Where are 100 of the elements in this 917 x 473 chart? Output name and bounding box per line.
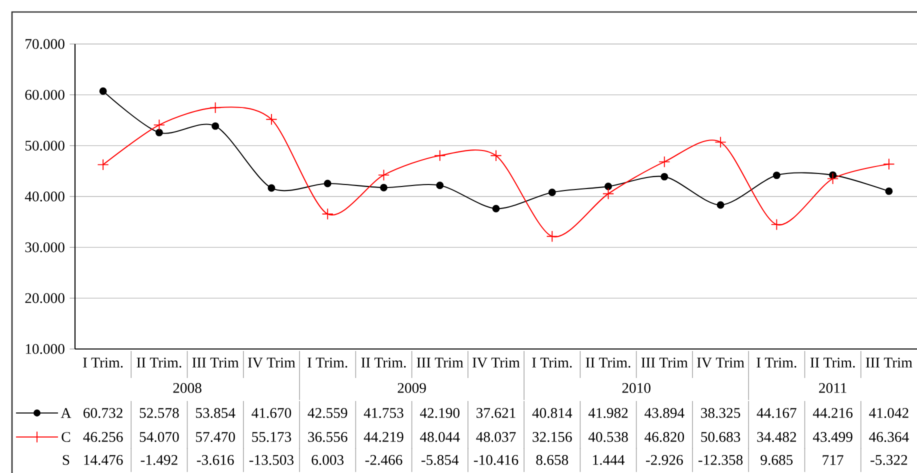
x-tick-label: II Trim. bbox=[136, 358, 182, 368]
text: -2.926 bbox=[646, 455, 683, 465]
point bbox=[268, 184, 276, 192]
data-label: 52.578 bbox=[140, 408, 179, 418]
data-label: 60.732 bbox=[84, 408, 122, 418]
x-tick-label: III Trim bbox=[416, 358, 464, 368]
data-label: 44.167 bbox=[756, 408, 796, 418]
data-label: 54.070 bbox=[140, 432, 179, 442]
x-tick-label: I Trim. bbox=[83, 358, 123, 368]
x-tick-label: II Trim. bbox=[361, 358, 406, 368]
text: S bbox=[62, 455, 70, 465]
data-label: 41.042 bbox=[869, 408, 908, 418]
text: -12.358 bbox=[698, 455, 743, 465]
point bbox=[772, 172, 780, 180]
text: -1.492 bbox=[140, 455, 178, 465]
text: -5.322 bbox=[870, 455, 908, 465]
y-tick-label: 30.000 bbox=[25, 242, 64, 252]
text: 14.476 bbox=[84, 455, 123, 465]
data-label: 38.325 bbox=[701, 408, 740, 418]
data-label: 46.820 bbox=[644, 432, 684, 442]
x-tick-label: I Trim. bbox=[756, 358, 796, 368]
data-label: 41.753 bbox=[364, 408, 404, 418]
data-label: 44.219 bbox=[364, 432, 404, 442]
x-tick-label: III Trim bbox=[641, 358, 688, 368]
point bbox=[714, 136, 726, 148]
point bbox=[324, 180, 332, 188]
point bbox=[266, 114, 278, 126]
point bbox=[602, 188, 614, 200]
point bbox=[885, 187, 893, 195]
x-tick-label: I Trim. bbox=[308, 358, 348, 368]
point bbox=[436, 182, 444, 190]
y-tick-label: 70.000 bbox=[26, 39, 64, 49]
data-label: 48.044 bbox=[420, 432, 460, 442]
point bbox=[490, 150, 502, 162]
text: 2009 bbox=[398, 383, 426, 393]
point bbox=[658, 156, 670, 168]
data-label: 42.190 bbox=[420, 408, 460, 418]
point bbox=[155, 128, 163, 136]
point bbox=[322, 208, 334, 220]
data-label: 48.037 bbox=[476, 432, 516, 442]
text: 6.003 bbox=[312, 455, 344, 465]
point bbox=[210, 102, 222, 114]
point bbox=[660, 172, 668, 180]
point bbox=[716, 201, 724, 209]
data-label: 43.894 bbox=[644, 408, 684, 418]
data-label: 37.621 bbox=[476, 408, 516, 418]
data-label: 42.559 bbox=[308, 408, 348, 418]
text: 2011 bbox=[819, 383, 846, 393]
data-label: 57.470 bbox=[196, 432, 235, 442]
data-label: 55.173 bbox=[252, 432, 292, 442]
point bbox=[770, 218, 782, 230]
data-label: 50.683 bbox=[701, 432, 740, 442]
text: -3.616 bbox=[196, 455, 234, 465]
y-tick-label: 40.000 bbox=[24, 192, 64, 202]
data-label: 41.982 bbox=[588, 408, 628, 418]
text: 717 bbox=[822, 455, 844, 465]
y-tick-label: 50.000 bbox=[25, 140, 64, 151]
point bbox=[380, 184, 388, 192]
point bbox=[153, 119, 166, 131]
x-tick-label: III Trim bbox=[866, 358, 912, 368]
data-label: 46.256 bbox=[83, 432, 123, 442]
data-label: 32.156 bbox=[532, 432, 572, 442]
x-tick-label: II Trim. bbox=[586, 358, 630, 368]
data-label: 40.814 bbox=[532, 408, 572, 418]
text: 2008 bbox=[173, 383, 202, 393]
data-label: 40.538 bbox=[588, 432, 628, 442]
data-label: 43.499 bbox=[812, 432, 852, 442]
y-tick-label: 60.000 bbox=[25, 90, 64, 100]
text: -2.466 bbox=[365, 455, 402, 465]
x-tick-label: IV Trim bbox=[248, 358, 296, 368]
text: 9.685 bbox=[760, 455, 793, 465]
point bbox=[434, 150, 446, 162]
point bbox=[546, 230, 558, 242]
point bbox=[604, 182, 612, 190]
point bbox=[492, 204, 500, 212]
data-label: 44.216 bbox=[812, 408, 853, 418]
point bbox=[883, 158, 895, 170]
point bbox=[378, 169, 390, 181]
point bbox=[827, 172, 839, 185]
x-tick-label: I Trim. bbox=[532, 358, 572, 368]
point bbox=[548, 188, 556, 196]
point bbox=[99, 87, 107, 95]
x-tick-label: III Trim bbox=[192, 358, 239, 368]
x-tick-label: IV Trim bbox=[472, 358, 520, 368]
text: 8.658 bbox=[536, 455, 568, 465]
text: -5.854 bbox=[421, 455, 459, 465]
point bbox=[212, 122, 220, 130]
text: 1.444 bbox=[593, 455, 625, 465]
data-label: 46.364 bbox=[869, 432, 909, 442]
x-tick-label: IV Trim bbox=[697, 358, 744, 368]
text: -13.503 bbox=[249, 455, 294, 465]
data-label: 36.556 bbox=[308, 432, 348, 442]
point bbox=[97, 158, 109, 170]
data-label: 34.482 bbox=[757, 432, 796, 442]
legend-label: C bbox=[62, 432, 70, 442]
text: -10.416 bbox=[474, 455, 518, 465]
y-tick-label: 20.000 bbox=[25, 293, 64, 304]
x-tick-label: II Trim. bbox=[810, 358, 855, 368]
data-label: 53.854 bbox=[196, 408, 236, 418]
text: 2010 bbox=[622, 383, 650, 393]
